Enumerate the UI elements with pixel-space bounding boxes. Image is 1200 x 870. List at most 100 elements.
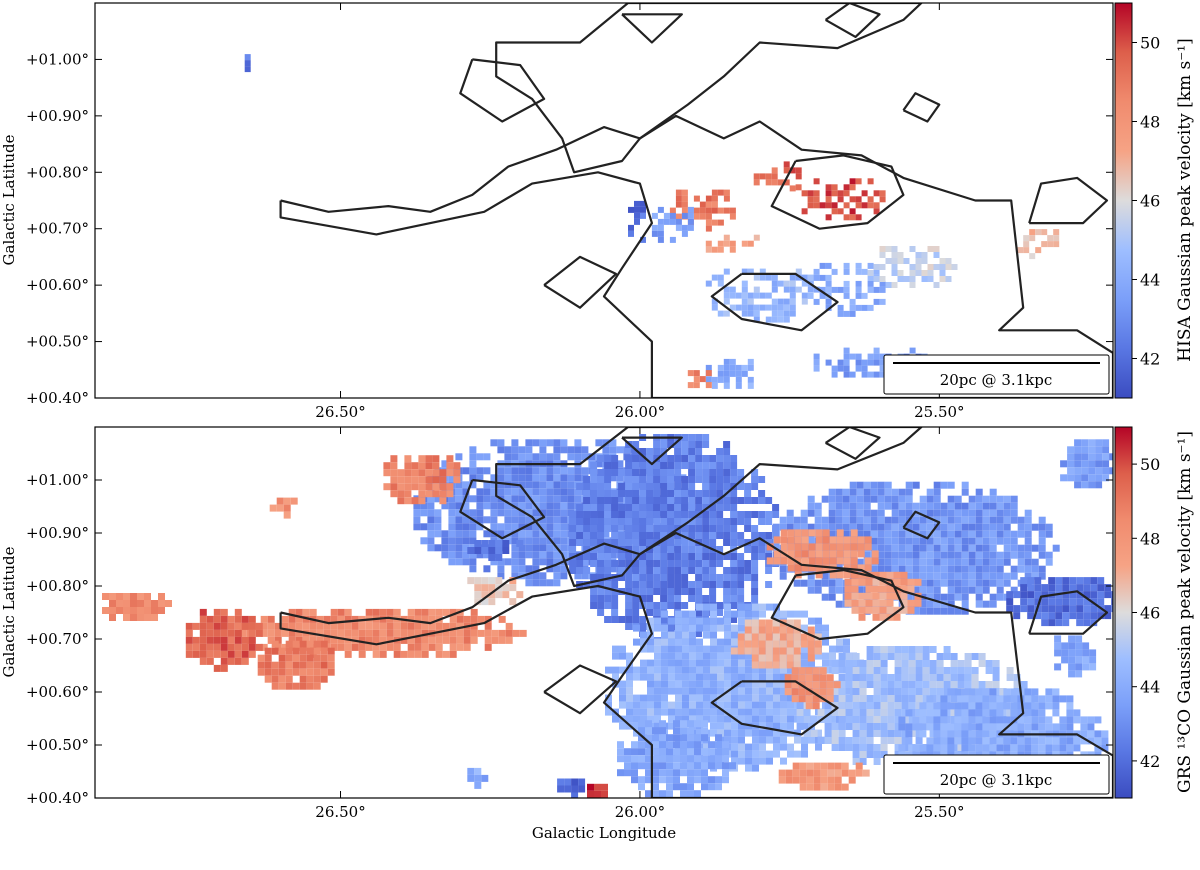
velocity-pixel [877, 530, 885, 538]
velocity-pixel [729, 358, 736, 365]
velocity-pixel [909, 246, 916, 252]
velocity-pixel [653, 441, 661, 448]
velocity-pixel [1020, 591, 1028, 599]
velocity-pixel [640, 666, 647, 674]
velocity-pixel [898, 516, 906, 524]
velocity-pixel [546, 439, 554, 447]
velocity-pixel [625, 574, 633, 581]
velocity-pixel [772, 640, 780, 648]
velocity-pixel [780, 557, 788, 565]
velocity-pixel [708, 776, 715, 784]
velocity-pixel [383, 469, 391, 477]
velocity-pixel [618, 518, 626, 525]
velocity-pixel [645, 762, 652, 770]
velocity-pixel [723, 298, 730, 305]
velocity-pixel [730, 455, 738, 462]
velocity-pixel [525, 509, 533, 517]
velocity-pixel [933, 565, 941, 573]
velocity-pixel [569, 539, 577, 546]
velocity-pixel [611, 581, 619, 588]
velocity-pixel [358, 622, 366, 630]
velocity-pixel [302, 615, 310, 623]
velocity-pixel [729, 213, 736, 220]
velocity-pixel [808, 736, 815, 744]
velocity-pixel [220, 629, 228, 637]
velocity-pixel [597, 546, 605, 553]
velocity-pixel [483, 502, 491, 510]
velocity-pixel [989, 551, 997, 559]
velocity-pixel [560, 446, 568, 454]
velocity-pixel [425, 462, 433, 470]
velocity-pixel [709, 525, 717, 532]
velocity-pixel [856, 530, 864, 538]
velocity-pixel [539, 495, 547, 503]
velocity-pixel [295, 608, 303, 616]
velocity-pixel [894, 688, 902, 695]
velocity-pixel [463, 629, 471, 637]
velocity-pixel [1010, 586, 1018, 594]
velocity-pixel [705, 213, 712, 220]
velocity-pixel [826, 688, 834, 696]
velocity-pixel [961, 530, 969, 538]
velocity-pixel [696, 701, 703, 709]
velocity-pixel [681, 497, 689, 504]
velocity-pixel [1017, 530, 1025, 538]
velocity-pixel [717, 274, 724, 281]
velocity-pixel [703, 687, 710, 695]
velocity-pixel [372, 629, 380, 637]
velocity-pixel [646, 511, 654, 518]
velocity-pixel [884, 481, 892, 489]
velocity-pixel [1052, 702, 1060, 710]
velocity-pixel [151, 600, 158, 607]
velocity-pixel [815, 652, 822, 660]
y-tick-label: +00.60° [26, 683, 89, 701]
velocity-pixel [1024, 737, 1032, 745]
velocity-pixel [940, 481, 948, 489]
velocity-pixel [618, 539, 626, 546]
velocity-pixel [887, 674, 895, 681]
velocity-pixel [539, 453, 547, 461]
velocity-pixel [863, 481, 871, 489]
velocity-pixel [780, 687, 787, 695]
velocity-pixel [862, 769, 870, 777]
velocity-pixel [638, 755, 645, 763]
velocity-pixel [397, 469, 405, 477]
velocity-pixel [271, 682, 279, 690]
colorbar-label: GRS ¹³CO Gaussian peak velocity [km s⁻¹] [1175, 431, 1195, 793]
velocity-pixel [961, 744, 969, 752]
velocity-pixel [873, 744, 881, 751]
velocity-pixel [448, 474, 456, 482]
velocity-pixel [905, 737, 913, 745]
velocity-pixel [798, 674, 806, 682]
velocity-pixel [843, 353, 850, 360]
velocity-pixel [660, 448, 668, 455]
velocity-pixel [612, 652, 619, 660]
velocity-pixel [843, 557, 851, 565]
velocity-pixel [837, 196, 844, 203]
velocity-pixel [765, 304, 772, 311]
velocity-pixel [843, 543, 851, 551]
velocity-pixel [824, 723, 832, 730]
velocity-pixel [709, 497, 717, 504]
velocity-pixel [793, 516, 801, 524]
velocity-pixel [504, 474, 512, 482]
velocity-pixel [626, 659, 633, 667]
velocity-pixel [546, 481, 554, 489]
velocity-pixel [313, 654, 321, 662]
velocity-pixel [787, 550, 795, 558]
velocity-pixel [717, 207, 724, 214]
velocity-pixel [220, 622, 228, 630]
velocity-pixel [954, 551, 962, 559]
velocity-pixel [695, 497, 703, 504]
velocity-pixel [689, 638, 696, 646]
velocity-pixel [968, 495, 976, 503]
velocity-pixel [843, 214, 850, 221]
y-tick-label: +00.70° [26, 220, 89, 238]
velocity-pixel [668, 715, 675, 723]
velocity-pixel [766, 729, 773, 737]
velocity-pixel [1069, 591, 1077, 599]
velocity-pixel [578, 785, 586, 793]
velocity-pixel [525, 565, 533, 573]
velocity-pixel [822, 624, 829, 632]
velocity-pixel [752, 757, 759, 765]
